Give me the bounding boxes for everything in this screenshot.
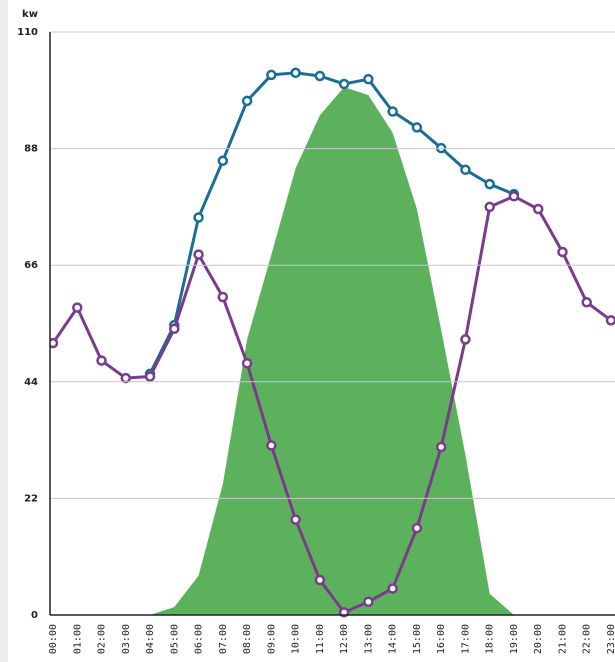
point xyxy=(120,372,132,384)
point xyxy=(411,522,423,534)
x-tick-label: 14:00 xyxy=(388,624,399,654)
point xyxy=(314,574,326,586)
point xyxy=(411,122,423,133)
y-tick-label: 0 xyxy=(31,610,38,621)
x-tick-label: 05:00 xyxy=(169,624,180,654)
x-tick-label: 23:00 xyxy=(606,624,615,654)
x-tick-label: 22:00 xyxy=(582,624,593,654)
x-tick-label: 21:00 xyxy=(557,624,568,654)
point xyxy=(72,302,83,313)
point xyxy=(435,142,447,154)
point xyxy=(290,514,301,525)
area xyxy=(53,87,611,616)
x-tick-label: 19:00 xyxy=(509,624,520,654)
x-tick-label: 04:00 xyxy=(145,624,156,654)
y-axis-label: kw xyxy=(22,9,38,20)
x-tick-label: 09:00 xyxy=(266,624,277,654)
point xyxy=(508,191,520,202)
point xyxy=(266,440,277,451)
point xyxy=(144,371,156,382)
y-tick-label: 44 xyxy=(24,377,38,388)
point xyxy=(290,67,301,79)
point xyxy=(193,212,204,223)
plot-area xyxy=(50,67,615,618)
x-tick-label: 20:00 xyxy=(533,624,544,654)
point xyxy=(96,355,107,366)
x-tick-label: 00:00 xyxy=(48,624,59,654)
point xyxy=(193,249,204,260)
x-tick-label: 15:00 xyxy=(412,624,423,654)
point xyxy=(460,334,471,345)
x-tick-label: 02:00 xyxy=(97,624,108,654)
point xyxy=(557,246,568,258)
point xyxy=(484,178,495,190)
point xyxy=(532,203,544,215)
point xyxy=(435,441,447,453)
point xyxy=(169,323,180,335)
x-tick-label: 08:00 xyxy=(242,624,253,654)
x-tick-label: 11:00 xyxy=(315,624,326,654)
point xyxy=(363,596,374,607)
x-tick-label: 17:00 xyxy=(460,624,471,654)
x-tick-label: 16:00 xyxy=(436,624,447,654)
y-tick-label: 22 xyxy=(24,493,38,504)
x-tick-label: 13:00 xyxy=(363,624,374,654)
point xyxy=(50,337,59,349)
x-tick-label: 07:00 xyxy=(218,624,229,654)
y-tick-label: 88 xyxy=(24,144,38,155)
point xyxy=(314,70,326,82)
point xyxy=(484,201,495,213)
x-tick-label: 01:00 xyxy=(72,624,83,654)
point xyxy=(387,583,398,594)
line xyxy=(148,71,515,375)
point xyxy=(217,291,229,303)
point xyxy=(241,95,253,107)
point xyxy=(460,164,471,176)
point xyxy=(338,78,350,90)
x-tick-label: 10:00 xyxy=(291,624,302,654)
point xyxy=(266,69,277,81)
point xyxy=(387,106,398,117)
point xyxy=(241,358,253,369)
point xyxy=(363,73,374,85)
y-tick-label: 66 xyxy=(24,260,38,271)
point xyxy=(217,155,229,167)
x-tick-label: 18:00 xyxy=(485,624,496,654)
side-strip xyxy=(0,0,8,662)
x-tick-label: 03:00 xyxy=(121,624,132,654)
x-tick-label: 06:00 xyxy=(194,624,205,654)
point xyxy=(605,315,615,326)
x-tick-label: 12:00 xyxy=(339,624,350,654)
point xyxy=(581,297,592,308)
y-tick-label: 110 xyxy=(17,27,38,38)
